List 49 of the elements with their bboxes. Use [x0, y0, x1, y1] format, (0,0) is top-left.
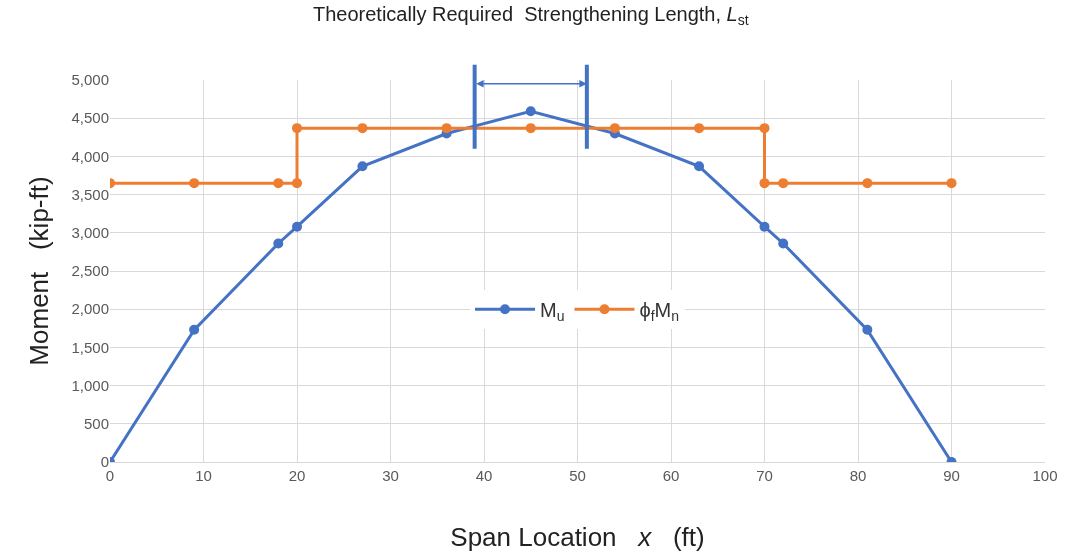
point [441, 123, 452, 134]
point [357, 161, 368, 172]
y-tick-label: 500 [83, 415, 109, 433]
legend-label: M$_{u}$ [540, 299, 565, 325]
y-tick-label: 0 [100, 453, 109, 471]
y-tick-label: 2,000 [71, 300, 109, 318]
x-tick-label: 100 [1032, 467, 1058, 484]
y-tick-label: 3,500 [71, 185, 109, 203]
point [273, 238, 284, 249]
x-tick-label: 90 [943, 467, 960, 484]
legend-label: ϕ$_{f}$M$_{n}$ [639, 299, 680, 325]
y-tick-label: 4,000 [71, 147, 109, 165]
text: Theoretically Required Strengthening Length, L$_{st}$ [313, 3, 749, 29]
y-axis-title: Moment (kip-ft) [24, 176, 54, 366]
x-axis-title: Span Location x (ft) [450, 522, 705, 552]
x-tick-label: 80 [849, 467, 867, 484]
point [946, 178, 957, 189]
point [189, 324, 200, 335]
point [759, 123, 770, 134]
x-tick-label: 70 [756, 467, 773, 484]
x-tick-label: 20 [288, 467, 306, 484]
point [778, 178, 789, 189]
point [694, 161, 705, 172]
y-tick-label: 3,000 [71, 224, 109, 242]
x-tick-label: 60 [662, 467, 680, 484]
y-tick-label: 2,500 [71, 262, 109, 280]
y-tick-label: 4,500 [71, 109, 109, 127]
point [759, 221, 770, 232]
point [292, 221, 302, 232]
point [273, 178, 284, 189]
point [525, 123, 536, 134]
x-tick-label: 50 [569, 467, 586, 484]
y-tick-label: 1,500 [71, 338, 109, 356]
point [189, 178, 200, 189]
point [694, 123, 705, 134]
y-tick-label: 5,000 [71, 71, 109, 89]
point [778, 238, 789, 249]
point [862, 178, 873, 189]
point [862, 324, 873, 335]
point [292, 178, 302, 189]
x-tick-label: 40 [475, 467, 493, 484]
x-tick-label: 30 [382, 467, 399, 484]
point [609, 123, 620, 134]
point [357, 123, 368, 134]
point [759, 178, 770, 189]
x-tick-label: 10 [195, 467, 212, 484]
point [292, 123, 302, 134]
y-tick-label: 1,000 [71, 376, 109, 394]
point [525, 106, 536, 117]
